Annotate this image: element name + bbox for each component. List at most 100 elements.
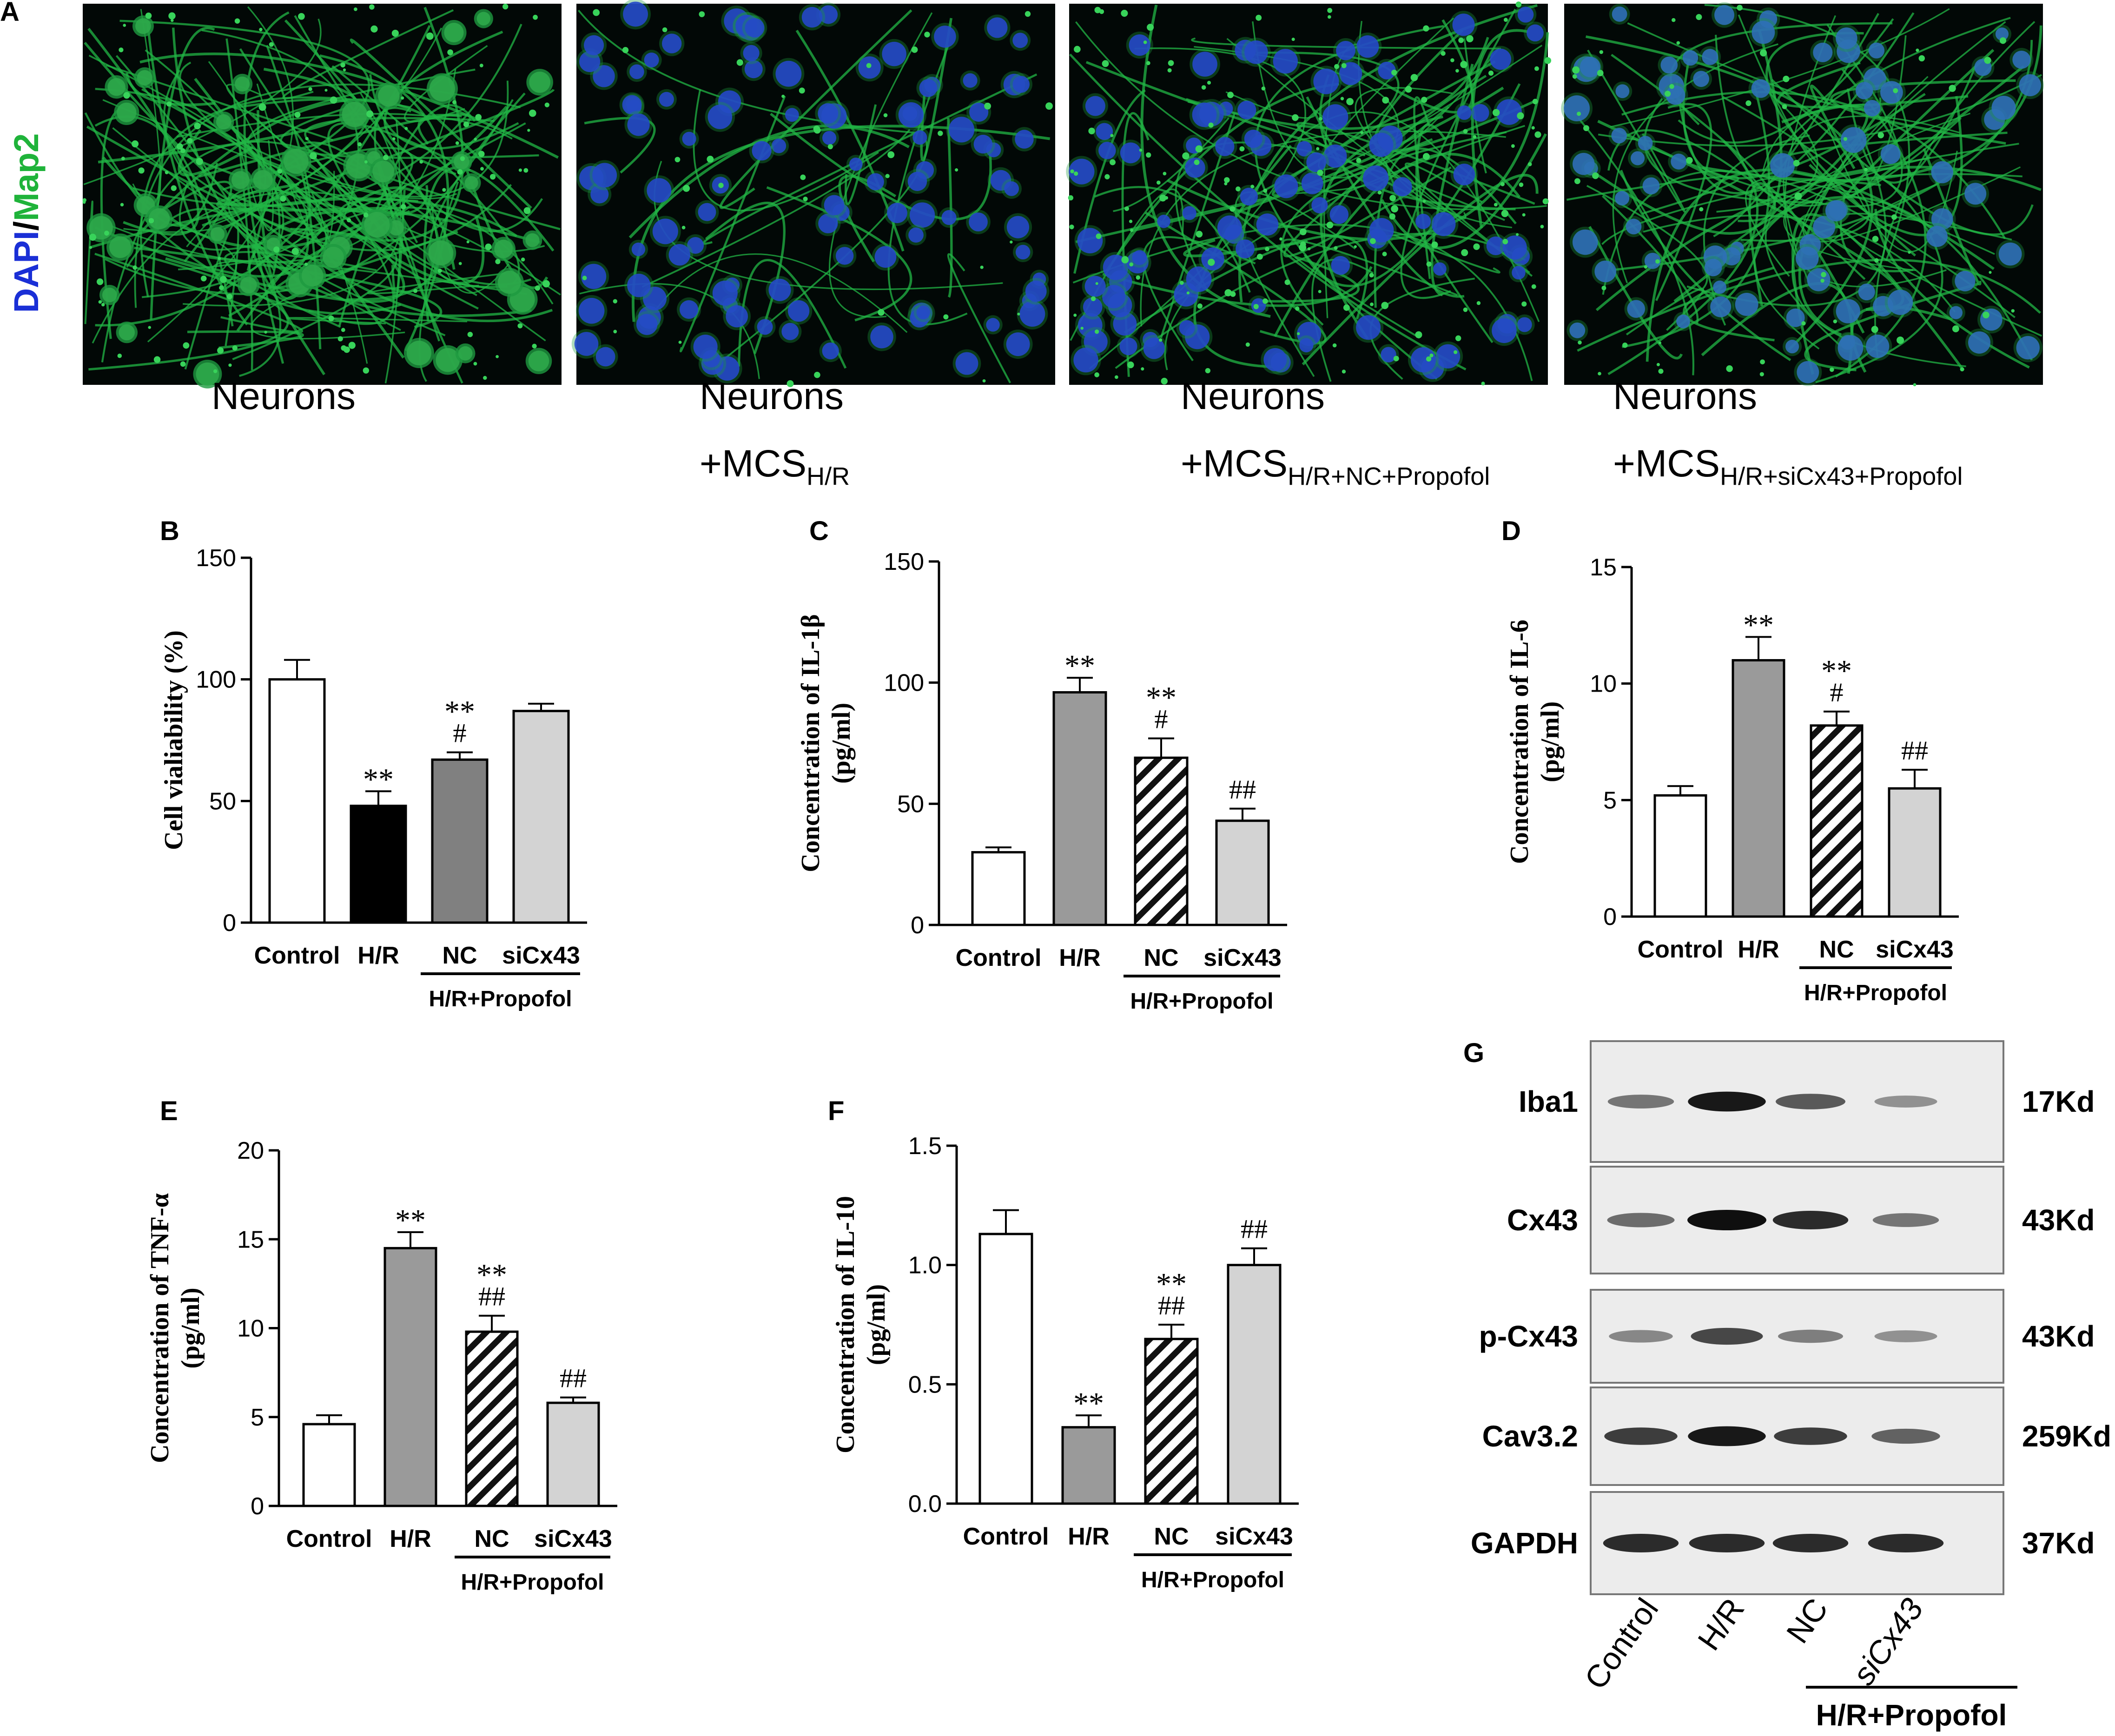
molecular-weight-label: 259Kd [2022,1419,2111,1453]
bar-control [1653,794,1707,918]
y-axis-label: (pg/ml) [1536,701,1565,782]
micrograph-captions: Neurons Neurons +MCSH/R Neurons +MCSH/R+NC+P… [212,375,1963,490]
panel-letter-c: C [809,516,829,546]
micrograph-caption-2-line2: +MCSH/R [700,442,850,490]
protein-label: Cav3.2 [1482,1419,1578,1453]
x-tick-label: H/R [1738,936,1779,963]
group-label: H/R+Propofol [1804,981,1947,1005]
y-tick-label: 50 [209,788,236,815]
micrograph-caption-3: Neurons [1181,375,1325,417]
y-axis-label: Concentration of TNF-α [145,1193,174,1463]
x-tick-label: siCx43 [502,942,580,969]
panel-letter-d: D [1501,516,1521,546]
significance-label: ** [1073,1386,1104,1420]
stain-map2: Map2 [7,133,46,221]
x-tick-label: siCx43 [1876,936,1954,963]
blot-band [1607,1213,1675,1228]
significance-label: ** [395,1203,426,1237]
lane-label: siCx43 [1846,1592,1930,1691]
y-tick-label: 0 [911,912,924,939]
x-tick-label: H/R [390,1525,431,1552]
bar-control [268,678,326,924]
bar-sicx43 [546,1401,600,1507]
y-tick-label: 10 [237,1315,264,1342]
y-tick-label: 0.0 [908,1491,942,1518]
micrograph-caption-4: Neurons [1613,375,1757,417]
protein-label: GAPDH [1471,1526,1578,1560]
blot-band [1778,1329,1843,1343]
bar-sicx43 [1888,787,1942,918]
blot-band [1607,1095,1674,1109]
y-axis-label: Cell vialiability (%) [159,630,188,850]
blot-band [1688,1426,1766,1446]
micrograph-row [82,0,2044,389]
bar-control [971,851,1026,926]
significance-label: ## [1241,1214,1268,1244]
x-tick-label: siCx43 [534,1525,612,1552]
panel-a: A DAPI/Map2 Neurons Neurons+MCSH/RNeurons… [0,0,2044,490]
bar-nc [1144,1338,1199,1505]
y-tick-label: 10 [1590,671,1617,698]
y-tick-label: 100 [884,670,924,697]
y-tick-label: 150 [884,548,924,575]
y-axis-label: (pg/ml) [862,1284,891,1365]
bar-hr [1052,691,1107,926]
y-axis-label: (pg/ml) [827,703,856,784]
bar-nc [465,1330,519,1507]
blot-band [1774,1427,1847,1445]
molecular-weight-label: 37Kd [2022,1526,2095,1560]
bar-nc [1810,724,1864,918]
y-tick-label: 0 [1603,904,1617,931]
bar-nc [1134,756,1189,926]
stain-dapi: DAPI [7,231,46,313]
protein-label: Cx43 [1507,1203,1578,1237]
bar-hr [350,805,407,924]
blot-band [1689,1533,1765,1553]
significance-label: ** [1743,608,1774,642]
micrograph-caption-1: Neurons [212,375,356,417]
blot-band [1776,1094,1845,1109]
stain-label: DAPI/Map2 [7,133,46,313]
blot-band [1609,1330,1673,1343]
y-tick-label: 1.5 [908,1133,942,1160]
chart-b: B 0 50 100 150 Cell vialiability (%) Control **… [159,516,587,1011]
y-tick-label: 0.5 [908,1371,942,1398]
blot-band [1691,1327,1763,1345]
x-tick-label: siCx43 [1215,1523,1293,1550]
molecular-weight-label: 43Kd [2022,1203,2095,1237]
micrograph-caption-2: Neurons [700,375,844,417]
x-tick-label: Control [956,944,1042,971]
micrograph-caption-3-line2: +MCSH/R+NC+Propofol [1181,442,1490,490]
lane-label: Control [1578,1592,1665,1696]
x-tick-label: Control [254,942,340,969]
x-tick-label: NC [1154,1523,1189,1550]
x-tick-label: H/R [1068,1523,1110,1550]
lane-label: NC [1780,1592,1835,1650]
blot-band [1872,1213,1939,1227]
group-label: H/R+Propofol [429,987,572,1011]
significance-label: ** [1156,1267,1187,1301]
significance-label: ## [1158,1290,1185,1320]
significance-label: ** [1821,654,1852,688]
blot-band [1604,1427,1678,1445]
x-tick-label: NC [474,1525,509,1552]
blot-row-cx43: Cx43 43Kd [1507,1166,2095,1274]
y-axis-label: Concentration of IL-10 [831,1196,860,1453]
panel-letter-b: B [160,516,179,546]
group-label: H/R+Propofol [461,1570,604,1595]
panel-letter-g: G [1463,1038,1484,1068]
micrograph-caption-4-line2: +MCSH/R+siCx43+Propofol [1613,442,1963,490]
x-tick-label: siCx43 [1203,944,1282,971]
blot-band [1871,1428,1940,1444]
significance-label: # [1155,704,1168,734]
blot-band [1868,1533,1944,1553]
blot-band [1687,1210,1766,1230]
y-tick-label: 1.0 [908,1252,942,1279]
chart-e: E 0 5 10 15 20 Concentration of TNF-α (pg/ml) Co… [145,1096,617,1595]
y-tick-label: 100 [196,667,236,693]
bar-control [302,1423,356,1507]
chart-d: D 0 5 10 15 Concentration of IL-6 (pg/ml) Contr… [1501,516,1959,1005]
significance-label: ## [560,1363,587,1393]
blot-row-pcx43: p-Cx43 43Kd [1479,1289,2095,1384]
